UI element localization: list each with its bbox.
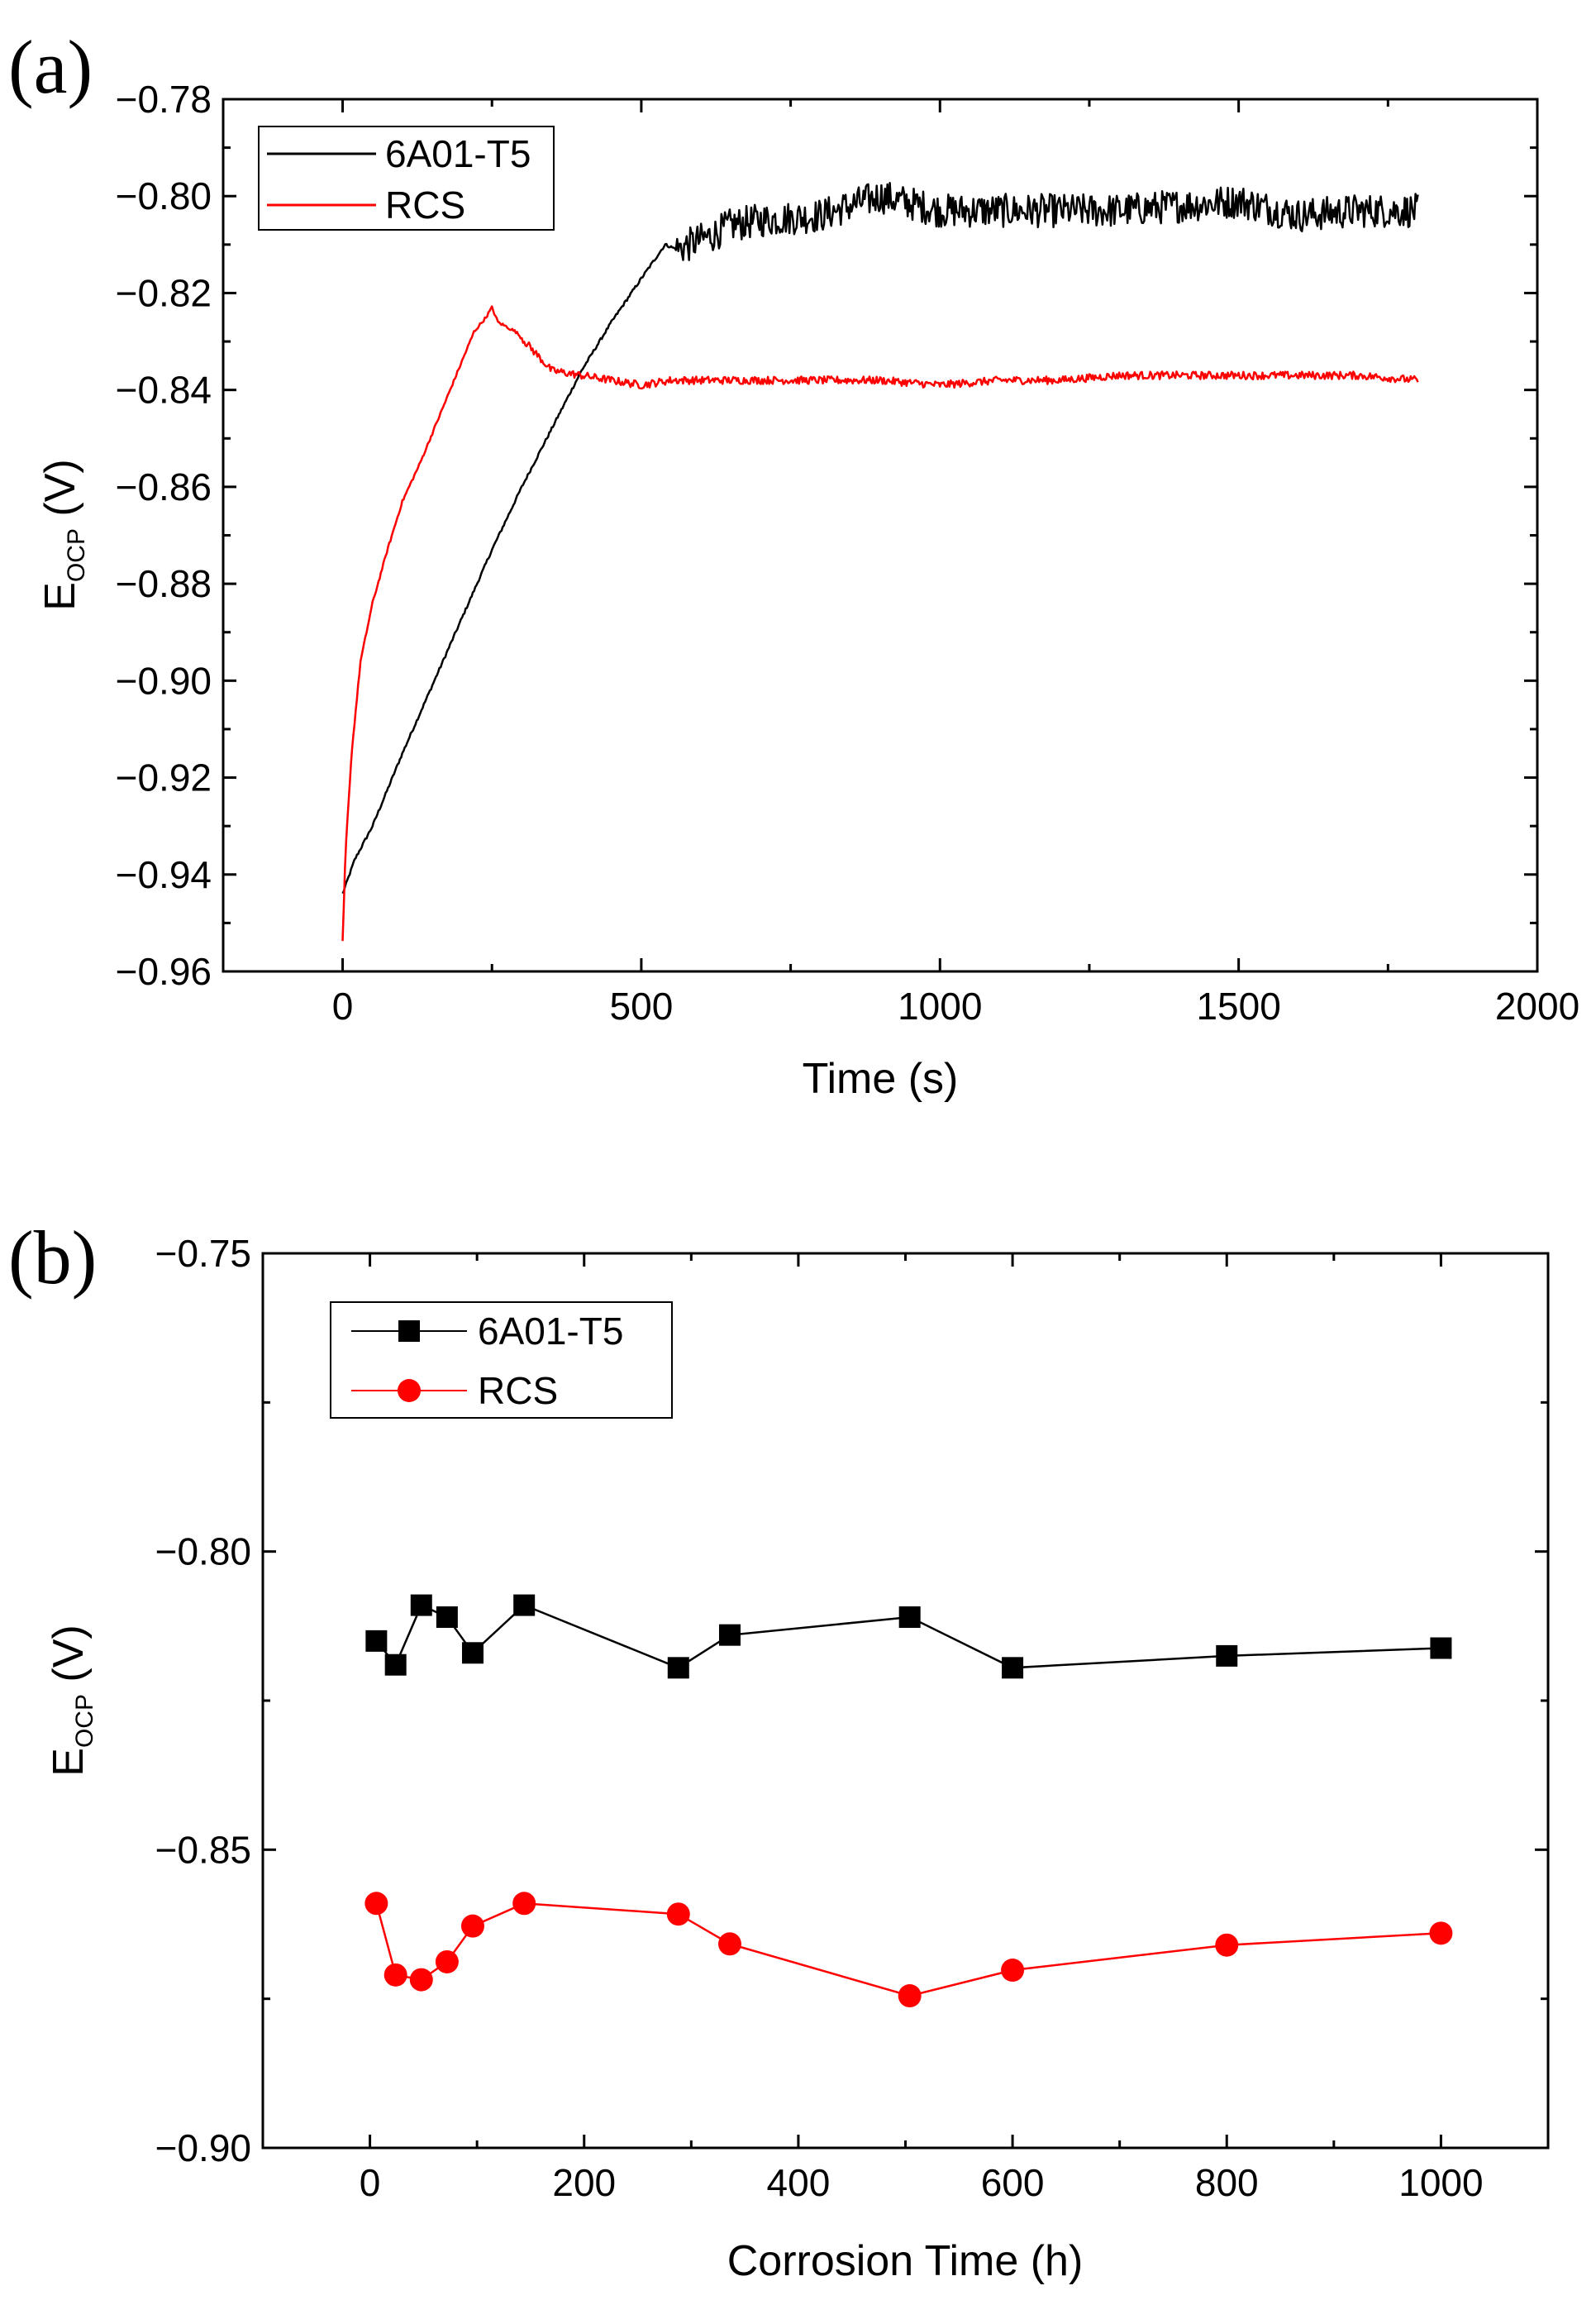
y-tick-label: −0.85	[155, 1828, 251, 1871]
y-tick-label: −0.90	[116, 659, 212, 702]
x-tick-label: 0	[332, 985, 354, 1028]
panel-b-legend-marker-6a01-t5	[398, 1320, 420, 1342]
y-tick-label: −0.96	[116, 950, 212, 993]
x-tick-label: 2000	[1495, 985, 1579, 1028]
data-point-6a01-t5	[1430, 1637, 1452, 1659]
y-tick-label: −0.84	[116, 369, 212, 412]
panel-b-legend-box	[330, 1301, 673, 1419]
y-tick-label: −0.94	[116, 853, 212, 896]
data-point-rcs	[364, 1892, 388, 1916]
panel-b-legend-label-6a01-t5: 6A01-T5	[478, 1310, 623, 1353]
y-tick-label: −0.78	[116, 78, 212, 121]
data-point-6a01-t5	[410, 1594, 432, 1616]
panel-a: (a) 0 500 1000 1500 2000 −0.78 −0.80 −0.82 −0.84…	[8, 25, 1579, 1103]
panel-b-plot-area	[364, 1594, 1453, 2008]
y-tick-label: −0.80	[155, 1530, 251, 1573]
y-tick-label: −0.75	[155, 1232, 251, 1275]
data-point-rcs	[435, 1949, 459, 1973]
data-point-6a01-t5	[667, 1657, 689, 1679]
x-tick-label: 0	[360, 2161, 381, 2204]
panel-a-y-axis-title: EOCP (V)	[36, 459, 90, 610]
data-point-6a01-t5	[384, 1653, 407, 1676]
panel-a-legend-label-rcs: RCS	[385, 184, 465, 227]
panel-b-label: (b)	[8, 1215, 97, 1300]
panel-b-y-title-sub: OCP	[71, 1694, 98, 1748]
data-point-rcs	[384, 1963, 407, 1987]
x-tick-label: 200	[552, 2161, 616, 2204]
data-point-6a01-t5	[1002, 1657, 1024, 1679]
data-point-rcs	[409, 1968, 433, 1992]
data-point-rcs	[666, 1902, 690, 1926]
panel-b-y-title-main: E	[45, 1748, 93, 1777]
data-point-6a01-t5	[898, 1606, 921, 1629]
panel-a-axes: 0 500 1000 1500 2000 −0.78 −0.80 −0.82 −0.84 −0.8…	[116, 78, 1580, 1028]
x-tick-label: 1000	[898, 985, 982, 1028]
data-point-rcs	[717, 1932, 741, 1956]
data-point-rcs	[1001, 1959, 1025, 1983]
data-point-6a01-t5	[718, 1624, 741, 1646]
panel-b-axes: 0 200 400 600 800 1000 −0.75 −0.80 −0.85 −0.90	[155, 1232, 1550, 2204]
panel-a-y-title-sub: OCP	[63, 528, 90, 582]
data-point-rcs	[1215, 1933, 1239, 1957]
data-point-6a01-t5	[436, 1606, 458, 1629]
panel-b-legend-label-rcs: RCS	[478, 1369, 558, 1412]
panel-b-y-title-unit: (V)	[45, 1625, 93, 1694]
y-tick-label: −0.92	[116, 756, 212, 799]
y-tick-label: −0.80	[116, 174, 212, 217]
panel-b-legend: 6A01-T5 RCS	[330, 1301, 673, 1419]
x-tick-label: 1500	[1196, 985, 1280, 1028]
panel-a-y-title-unit: (V)	[36, 459, 84, 528]
y-tick-label: −0.90	[155, 2126, 251, 2169]
y-tick-label: −0.82	[116, 271, 212, 314]
panel-a-legend: 6A01-T5 RCS	[258, 126, 555, 231]
x-tick-label: 800	[1195, 2161, 1259, 2204]
series-line-6a01-t5	[341, 181, 1419, 895]
data-point-6a01-t5	[513, 1594, 536, 1616]
x-tick-label: 600	[981, 2161, 1045, 2204]
panel-a-legend-label-6a01-t5: 6A01-T5	[385, 132, 531, 175]
data-point-6a01-t5	[1216, 1644, 1238, 1667]
data-point-6a01-t5	[365, 1630, 388, 1652]
data-point-6a01-t5	[461, 1642, 484, 1664]
panel-a-legend-box	[258, 126, 555, 231]
panel-a-x-axis-title: Time (s)	[803, 1055, 959, 1103]
panel-a-y-title-main: E	[36, 582, 84, 611]
panel-a-label: (a)	[8, 25, 93, 109]
x-tick-label: 500	[610, 985, 674, 1028]
panel-b-x-axis-title: Corrosion Time (h)	[727, 2237, 1084, 2285]
panel-a-plot-area	[341, 181, 1419, 942]
panel-b: (b) 0 200 400 600 800 1000 −0.75 −0.80 −0.85 −0.9…	[8, 1215, 1550, 2285]
data-point-rcs	[512, 1892, 536, 1916]
series-line-rcs	[341, 305, 1419, 942]
y-tick-label: −0.86	[116, 465, 212, 508]
data-point-rcs	[460, 1914, 484, 1938]
y-tick-label: −0.88	[116, 562, 212, 605]
panel-b-legend-marker-rcs	[398, 1379, 421, 1402]
x-tick-label: 400	[767, 2161, 831, 2204]
panel-b-y-axis-title: EOCP (V)	[45, 1625, 98, 1776]
x-tick-label: 1000	[1398, 2161, 1483, 2204]
data-point-rcs	[1429, 1921, 1453, 1945]
series-line-rcs	[375, 1902, 1441, 1997]
data-point-rcs	[898, 1984, 922, 2008]
